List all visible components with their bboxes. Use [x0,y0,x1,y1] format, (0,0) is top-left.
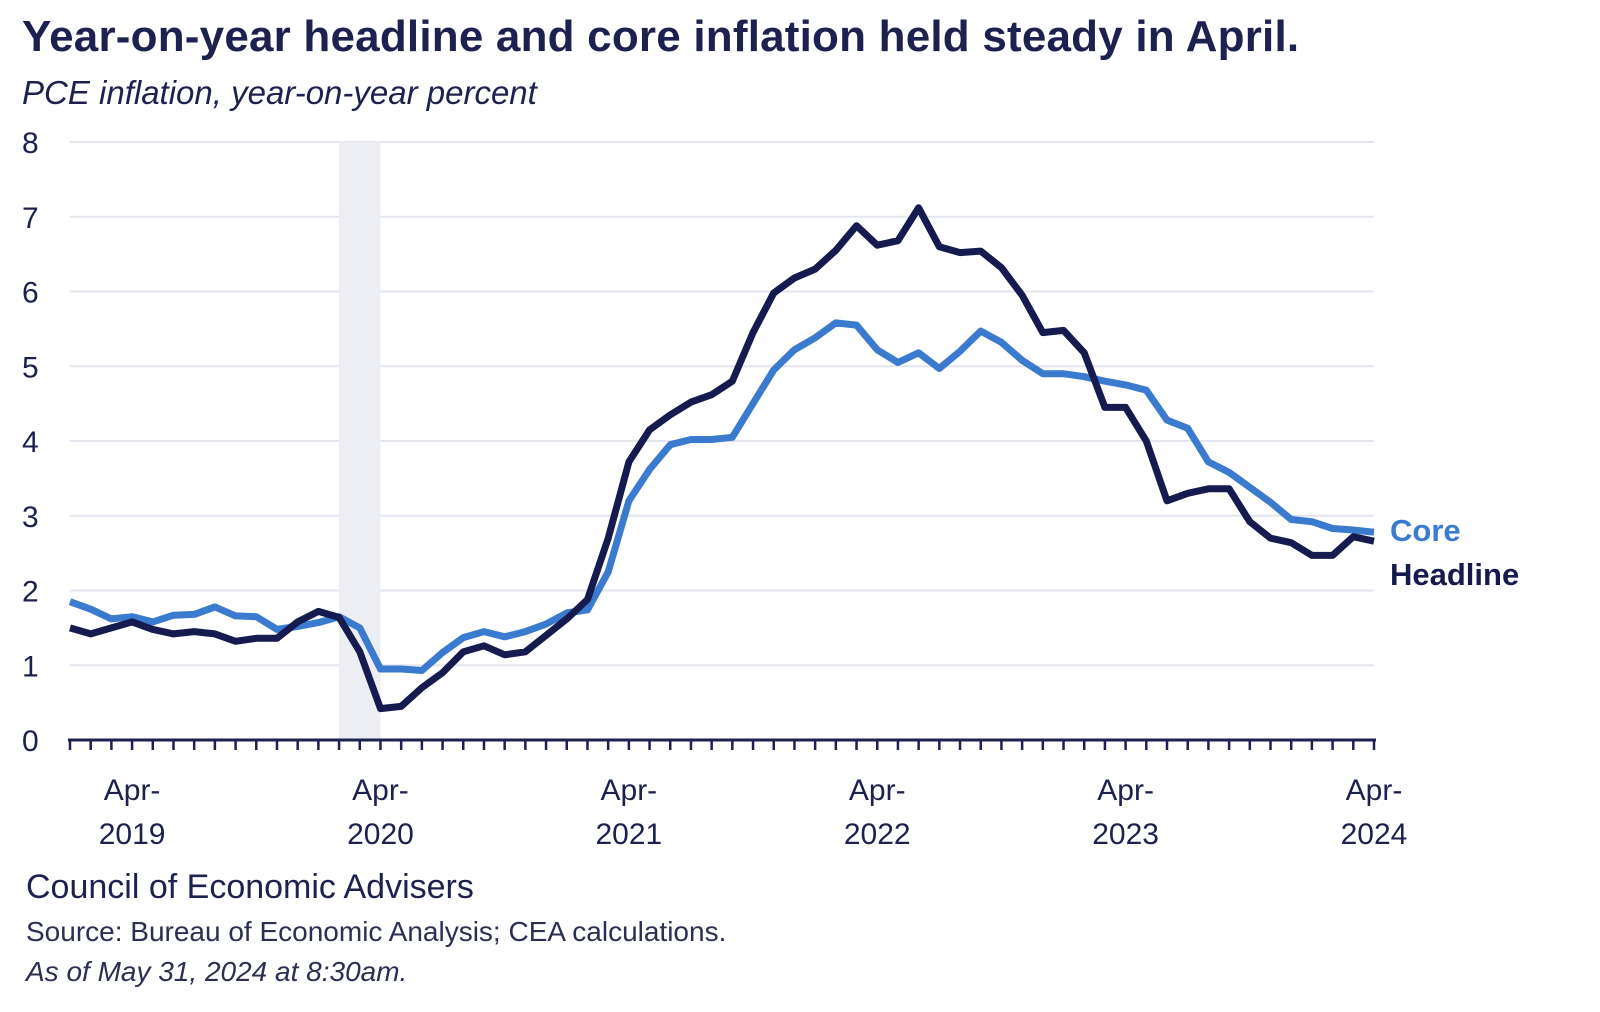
x-tick-label: Apr- [352,774,409,807]
y-tick-label: 3 [22,501,39,534]
x-tick-label: Apr- [601,774,658,807]
footer-organization: Council of Economic Advisers [26,868,474,906]
x-axis [68,738,1376,750]
series-label-core: Core [1390,513,1461,548]
x-tick-label: 2019 [99,818,166,851]
x-tick-label: 2024 [1341,818,1408,851]
x-tick-label: 2023 [1092,818,1159,851]
footer-as-of: As of May 31, 2024 at 8:30am. [26,956,408,987]
shaded-period-layer [339,142,381,740]
y-tick-label: 4 [22,426,39,459]
grid-layer [70,141,1374,667]
chart-title: Year-on-year headline and core inflation… [22,12,1300,61]
x-tick-label: Apr- [104,774,161,807]
y-tick-label: 7 [22,202,39,235]
chart-subtitle: PCE inflation, year-on-year percent [22,74,537,111]
y-tick-label: 1 [22,650,39,683]
y-tick-label: 0 [22,725,39,758]
x-tick-label: Apr- [849,774,906,807]
series-layer [68,204,1375,713]
x-tick-label: Apr- [1346,774,1403,807]
y-tick-label: 2 [22,576,39,609]
x-tick-label: Apr- [1097,774,1154,807]
footer-source: Source: Bureau of Economic Analysis; CEA… [26,916,727,947]
y-tick-label: 6 [22,277,39,310]
x-tick-label: 2021 [595,818,662,851]
y-tick-label: 8 [22,127,39,160]
series-label-headline: Headline [1390,557,1519,592]
label-layer: 0 1 2 3 4 5 6 7 8 Apr- 2019 Apr- 2020 Apr- 2021 Apr- 202… [22,127,1519,851]
series-line-headline [69,204,1375,713]
x-tick-label: 2020 [347,818,414,851]
x-tick-label: 2022 [844,818,911,851]
shaded-period [339,142,381,740]
y-tick-label: 5 [22,351,39,384]
